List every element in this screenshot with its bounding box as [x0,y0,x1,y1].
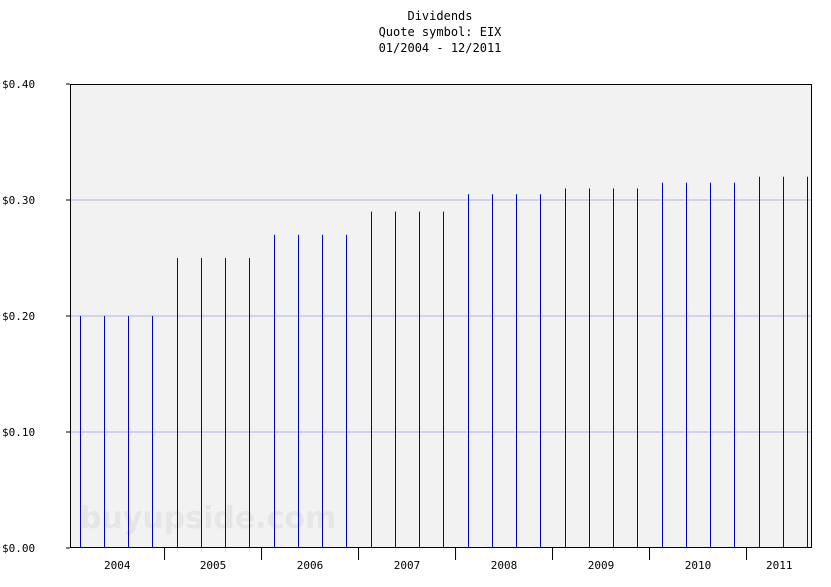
watermark: buyupside.com [80,501,336,536]
x-tick-label: 2006 [297,559,324,572]
y-tick-label: $0.00 [2,542,35,555]
x-tick-label: 2009 [588,559,615,572]
chart-subtitle-range: 01/2004 - 12/2011 [378,41,502,55]
bar-series [80,176,808,548]
y-tick-label: $0.30 [2,194,35,207]
chart-titles: Dividends Quote symbol: EIX 01/2004 - 12… [0,8,831,56]
y-tick-label: $0.20 [2,310,35,323]
x-tick-label: 2008 [491,559,518,572]
x-tick-label: 2004 [104,559,131,572]
x-axis-ticks: 2004 2005 2006 2007 2008 2009 2010 2011 [104,548,793,572]
y-tick-label: $0.40 [2,78,35,91]
y-tick-label: $0.10 [2,426,35,439]
x-tick-label: 2007 [394,559,421,572]
chart-subtitle-symbol: Quote symbol: EIX [378,25,502,39]
chart-title: Dividends [407,9,473,23]
plot-frame [70,84,812,548]
x-tick-label: 2010 [685,559,712,572]
x-tick-label: 2005 [200,559,227,572]
y-axis-ticks: $0.00 $0.10 $0.20 $0.30 $0.40 [2,78,70,555]
axes [70,84,812,548]
x-tick-label: 2011 [766,559,793,572]
grid-lines [70,199,812,433]
